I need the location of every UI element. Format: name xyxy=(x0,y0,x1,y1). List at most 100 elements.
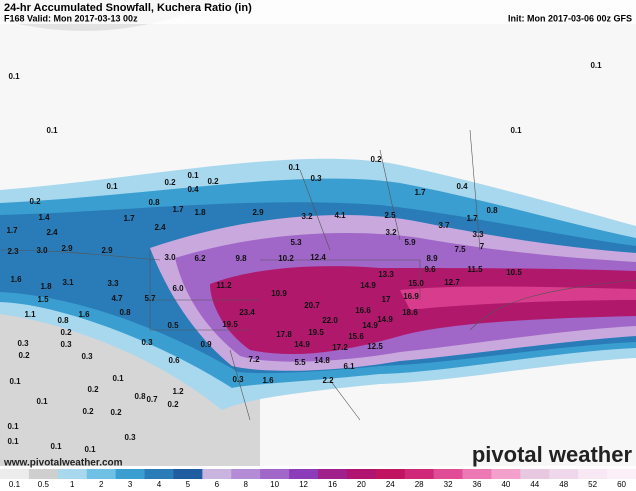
colorbar-label: 12 xyxy=(299,480,308,489)
map-label: 20.7 xyxy=(304,301,320,310)
map-label: 0.4 xyxy=(456,182,468,191)
map-label: 0.3 xyxy=(60,340,72,349)
map-label: 9.6 xyxy=(424,265,436,274)
state-borders xyxy=(149,129,481,421)
map-label: 1.5 xyxy=(37,295,49,304)
map-label: 0.4 xyxy=(187,185,199,194)
map-label: 3.2 xyxy=(301,212,313,221)
map-label: 8.9 xyxy=(426,254,438,263)
colorbar-swatch xyxy=(289,469,319,479)
map-label: 0.8 xyxy=(148,198,160,207)
colorbar-label: 4 xyxy=(157,480,162,489)
colorbar-swatch xyxy=(578,469,608,479)
map-label: 22.0 xyxy=(322,316,338,325)
colorbar-label: 52 xyxy=(588,480,597,489)
colorbar-swatch xyxy=(549,469,579,479)
map-label: 4.7 xyxy=(111,294,123,303)
map-label: 2.9 xyxy=(61,244,73,253)
map-label: 17.8 xyxy=(276,330,292,339)
map-label: 0.3 xyxy=(81,352,93,361)
colorbar-label: 20 xyxy=(357,480,366,489)
map-label: 12.5 xyxy=(367,342,383,351)
map-label: 0.3 xyxy=(232,375,244,384)
map-label: 0.1 xyxy=(106,182,118,191)
map-label: 0.2 xyxy=(87,385,99,394)
colorbar-swatch xyxy=(57,469,88,479)
title: 24-hr Accumulated Snowfall, Kuchera Rati… xyxy=(4,2,252,14)
logo: pivotal weather xyxy=(472,442,633,467)
colorbar-swatch xyxy=(318,469,348,479)
map-label: 1.6 xyxy=(262,376,274,385)
map-label: 0.1 xyxy=(50,442,62,451)
map-label: 3.3 xyxy=(472,230,484,239)
map-label: 2.9 xyxy=(101,246,113,255)
map-label: 1.7 xyxy=(6,226,18,235)
map-label: 0.6 xyxy=(168,356,180,365)
map-label: 3.7 xyxy=(438,221,450,230)
map-label: 1.6 xyxy=(10,275,22,284)
map-labels: 0.1 0.1 0.1 0.1 0.2 0.1 0.3 0.1 0.2 0.1 0.2 0.4 0.2 1… xyxy=(6,61,602,454)
map-label: 10.5 xyxy=(506,268,522,277)
map-label: 9.8 xyxy=(235,254,247,263)
map-label: 0.1 xyxy=(36,397,48,406)
map-label: 12.7 xyxy=(444,278,460,287)
map-label: 0.1 xyxy=(288,163,300,172)
map-label: 10.2 xyxy=(278,254,294,263)
map-label: 10.9 xyxy=(271,289,287,298)
map-label: 0.8 xyxy=(119,308,131,317)
colorbar-label: 1 xyxy=(70,480,75,489)
map-label: 5.9 xyxy=(404,238,416,247)
map-label: 0.7 xyxy=(146,395,158,404)
map-label: 6.0 xyxy=(172,284,184,293)
colorbar-swatch xyxy=(231,469,261,479)
valid-time: F168 Valid: Mon 2017-03-13 00z xyxy=(4,13,138,23)
map-label: 5.7 xyxy=(144,294,156,303)
map-label: 7.5 xyxy=(454,245,466,254)
map-label: 1.8 xyxy=(194,208,206,217)
map-label: 6.2 xyxy=(194,254,206,263)
map-label: 23.4 xyxy=(239,308,255,317)
colorbar-swatch xyxy=(202,469,232,479)
colorbar-label: 36 xyxy=(473,480,482,489)
colorbar-label: 44 xyxy=(530,480,539,489)
map-label: 2.2 xyxy=(322,376,334,385)
coastline xyxy=(0,249,636,331)
map-label: 14.9 xyxy=(362,321,378,330)
map-label: 17 xyxy=(382,295,391,304)
colorbar-label: 10 xyxy=(270,480,279,489)
map-label: 0.1 xyxy=(187,171,199,180)
colorbar-swatch xyxy=(173,469,203,479)
colorbar-swatch xyxy=(0,469,30,479)
colorbar-swatch xyxy=(346,469,377,479)
map-label: 0.2 xyxy=(207,177,219,186)
map-label: 1.7 xyxy=(414,188,426,197)
map-label: 0.1 xyxy=(46,126,58,135)
map-label: 14.9 xyxy=(360,281,376,290)
colorbar-label: 0.5 xyxy=(38,480,50,489)
map-label: 5.5 xyxy=(294,358,306,367)
colorbar-swatch xyxy=(607,469,636,479)
map-label: 17.2 xyxy=(332,343,348,352)
map-label: 18.6 xyxy=(402,308,418,317)
map-label: 1.8 xyxy=(40,282,52,291)
website: www.pivotalweather.com xyxy=(3,458,123,469)
map-label: 0.1 xyxy=(9,377,21,386)
colorbar-label: 6 xyxy=(215,480,220,489)
map-label: 11.5 xyxy=(467,265,483,274)
map-label: 0.2 xyxy=(167,400,179,409)
map-label: 0.1 xyxy=(84,445,96,454)
map-label: 0.3 xyxy=(310,174,322,183)
colorbar-swatch xyxy=(491,469,521,479)
colorbar-label: 3 xyxy=(128,480,133,489)
map-label: 7 xyxy=(480,242,485,251)
colorbar-label: 28 xyxy=(415,480,424,489)
map-label: 0.3 xyxy=(141,338,153,347)
map-label: 19.5 xyxy=(308,328,324,337)
map-label: 15.0 xyxy=(408,279,424,288)
map-label: 1.1 xyxy=(24,310,36,319)
map-label: 0.1 xyxy=(8,72,20,81)
map-label: 0.2 xyxy=(82,407,94,416)
map-label: 0.1 xyxy=(7,437,19,446)
colorbar-label: 5 xyxy=(186,480,191,489)
